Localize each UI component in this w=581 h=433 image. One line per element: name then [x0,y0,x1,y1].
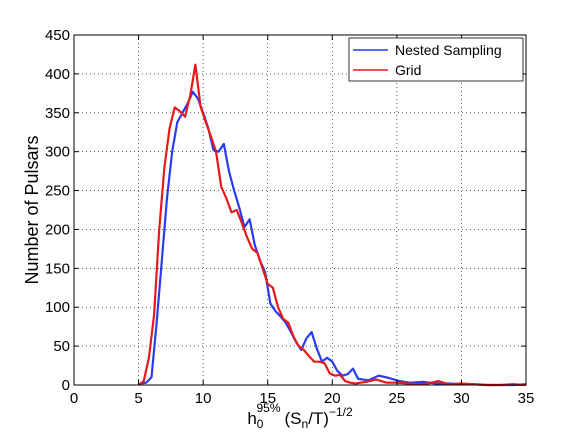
y-axis-label: Number of Pulsars [22,135,42,284]
x-tick-label: 30 [453,390,470,407]
y-tick-label: 250 [45,183,70,200]
y-tick-label: 400 [45,66,70,83]
y-tick-label: 50 [53,338,70,355]
x-tick-label: 35 [518,390,535,407]
legend-label-grid: Grid [395,62,421,78]
x-axis-label: h0 95% (Sn/T)−1/2 [247,401,353,431]
x-label-exponent: −1/2 [329,405,353,419]
y-tick-label: 150 [45,260,70,277]
x-tick-label: 0 [70,390,78,407]
y-tick-label: 0 [62,377,70,394]
y-tick-label: 200 [45,221,70,238]
plot-frame [73,34,527,386]
legend-label-nested-sampling: Nested Sampling [395,42,502,58]
x-tick-label: 10 [195,390,212,407]
x-tick-label: 5 [134,390,142,407]
plot-area [74,35,526,385]
series-line-grid [137,63,527,387]
y-tick-label: 350 [45,105,70,122]
y-tick-label: 300 [45,144,70,161]
x-tick-labels: 0 5 10 15 20 25 30 35 [70,390,535,407]
y-tick-label: 100 [45,299,70,316]
series-layer [137,63,527,387]
x-tick-label: 20 [324,390,341,407]
y-tick-labels: 0 50 100 150 200 250 300 350 400 450 [45,27,70,394]
legend-box [348,37,524,82]
x-label-paren-sub: n [302,417,309,431]
x-label-sub: 0 [257,417,264,431]
x-label-paren-rest: /T) [308,409,329,428]
y-tick-label: 450 [45,27,70,44]
x-label-sup: 95% [256,401,280,415]
x-label-paren-open: (S [285,409,302,428]
tick-marks [73,34,527,386]
legend: Nested Sampling Grid [348,37,524,82]
x-tick-label: 25 [389,390,406,407]
x-label-base: h [247,409,256,428]
x-tick-label: 15 [259,390,276,407]
